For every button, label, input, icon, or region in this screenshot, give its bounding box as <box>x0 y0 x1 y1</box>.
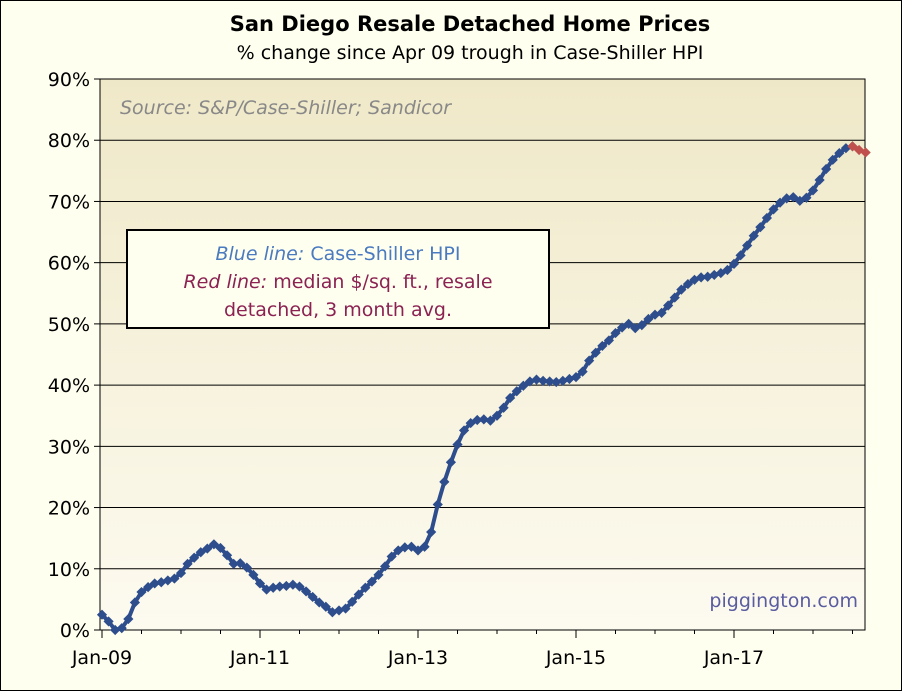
data-point <box>590 347 601 358</box>
svg-text:Red line: median $/sq. f: Red line: median $/sq. ft., resale <box>183 271 492 293</box>
data-point <box>518 380 529 391</box>
y-tick-label: 80% <box>48 130 90 152</box>
data-point <box>505 392 516 404</box>
data-point <box>149 578 160 589</box>
data-point <box>399 542 410 553</box>
data-point <box>373 569 384 580</box>
y-tick-label: 60% <box>48 253 90 275</box>
data-point <box>406 541 417 552</box>
x-tick-label: Jan-09 <box>71 647 132 669</box>
data-point <box>439 476 450 487</box>
data-point <box>366 576 378 587</box>
y-tick-label: 70% <box>48 191 90 213</box>
data-point <box>485 415 496 426</box>
data-point <box>136 586 147 598</box>
x-tick-label: Jan-15 <box>545 647 606 669</box>
data-point <box>182 558 193 569</box>
legend-red-text-1: median $/sq. ft., resale <box>273 271 492 293</box>
data-point <box>314 597 325 608</box>
data-point <box>340 603 351 614</box>
plot-area <box>99 78 866 631</box>
legend-blue-label: Blue line: <box>215 243 304 265</box>
x-tick-label: Jan-17 <box>703 647 764 669</box>
data-point <box>386 551 397 562</box>
y-tick-label: 50% <box>48 314 90 336</box>
source-note: Source: S&P/Case-Shiller; Sandicor <box>120 97 452 119</box>
data-point <box>300 586 312 597</box>
data-point <box>320 601 331 612</box>
data-point <box>636 320 647 331</box>
legend-red-text-2: detached, 3 month avg. <box>224 299 452 321</box>
x-axis-ticks: Jan-09 Jan-11 Jan-13 Jan-15 Jan-17 <box>71 630 853 669</box>
data-point <box>96 609 108 620</box>
data-point <box>353 589 364 600</box>
data-point <box>281 580 292 592</box>
data-point <box>597 340 608 352</box>
y-tick-label: 0% <box>60 620 90 642</box>
x-tick-label: Jan-13 <box>387 647 448 669</box>
data-point <box>129 597 141 608</box>
data-point <box>360 582 371 593</box>
data-point <box>570 372 582 383</box>
x-tick-label: Jan-11 <box>229 647 290 669</box>
data-point <box>419 541 430 552</box>
data-point <box>432 499 443 510</box>
data-point <box>426 526 437 538</box>
data-point <box>294 581 305 592</box>
data-point <box>656 307 667 318</box>
svg-text:Blue line: Case-Shiller: Blue line: Case-Shiller HPI <box>215 243 460 265</box>
data-point <box>274 581 285 592</box>
y-tick-label: 20% <box>48 498 90 520</box>
series-layer <box>96 141 871 636</box>
y-tick-label: 40% <box>48 375 90 397</box>
data-point <box>195 547 206 558</box>
chart-subtitle: % change since Apr 09 trough in Case-Shi… <box>237 42 704 64</box>
data-point <box>248 569 259 580</box>
legend-border <box>126 229 550 329</box>
data-point <box>728 258 740 269</box>
data-point <box>307 591 318 603</box>
data-point <box>347 596 358 607</box>
data-point <box>491 410 503 421</box>
data-point <box>610 327 621 339</box>
data-point <box>452 439 463 450</box>
data-point <box>498 402 509 413</box>
data-point <box>531 374 542 385</box>
data-point <box>268 582 279 593</box>
data-point <box>412 545 424 556</box>
data-point <box>537 375 549 386</box>
data-point <box>781 193 792 204</box>
data-point <box>616 322 628 333</box>
data-point <box>860 147 871 158</box>
data-point <box>458 425 470 436</box>
data-point <box>735 250 746 261</box>
data-point <box>379 561 391 572</box>
legend-blue-text: Case-Shiller HPI <box>310 243 460 265</box>
y-tick-label: 10% <box>48 559 90 581</box>
data-point <box>761 212 773 224</box>
data-point <box>254 578 266 589</box>
y-axis-ticks: 0% 10% 20% 30% 40% 50% 60% 70% 80% 90% <box>48 69 100 642</box>
y-tick-label: 90% <box>48 69 90 91</box>
data-point <box>472 414 483 426</box>
watermark: piggington.com <box>709 590 858 612</box>
legend-box: Blue line: Case-Shiller HPI Red line: me… <box>126 229 550 329</box>
legend-red-label: Red line: <box>183 271 267 293</box>
data-point <box>175 567 187 579</box>
data-point <box>511 386 522 397</box>
data-point <box>478 414 489 425</box>
y-tick-label: 30% <box>48 436 90 458</box>
chart-title: San Diego Resale Detached Home Prices <box>230 12 710 36</box>
